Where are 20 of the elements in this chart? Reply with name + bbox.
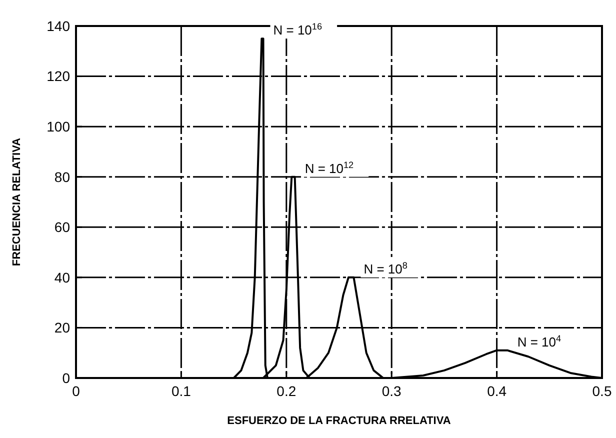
annotation: N = 10$^{12}$ (304, 160, 354, 176)
annotation: N = 10$^{4}$ (517, 333, 562, 350)
y-tick-label: 40 (54, 269, 70, 286)
x-tick-label: 0.5 (592, 383, 612, 399)
x-axis-title: ESFUERZO DE LA FRACTURA RRELATIVA (227, 415, 451, 427)
y-tick-label: 80 (54, 168, 70, 185)
x-tick-label: 0.2 (276, 383, 296, 399)
y-tick-label: 0 (62, 370, 70, 386)
y-tick-label: 20 (54, 320, 70, 336)
x-tick-label: 0 (72, 383, 80, 399)
y-tick-label: 120 (46, 68, 70, 84)
x-tick-label: 0.4 (487, 383, 507, 399)
y-tick-label: 140 (46, 18, 70, 34)
annotation: N = 10$^{8}$ (364, 260, 408, 276)
y-tick-label: 60 (54, 219, 70, 236)
x-tick-label: 0.1 (171, 383, 192, 399)
annotation: N = 10$^{16}$ (273, 22, 322, 38)
y-tick-label: 100 (46, 118, 70, 134)
x-tick-label: 0.3 (382, 383, 402, 399)
y-axis-title: FRECUENCIA RELATIVA (11, 138, 23, 266)
